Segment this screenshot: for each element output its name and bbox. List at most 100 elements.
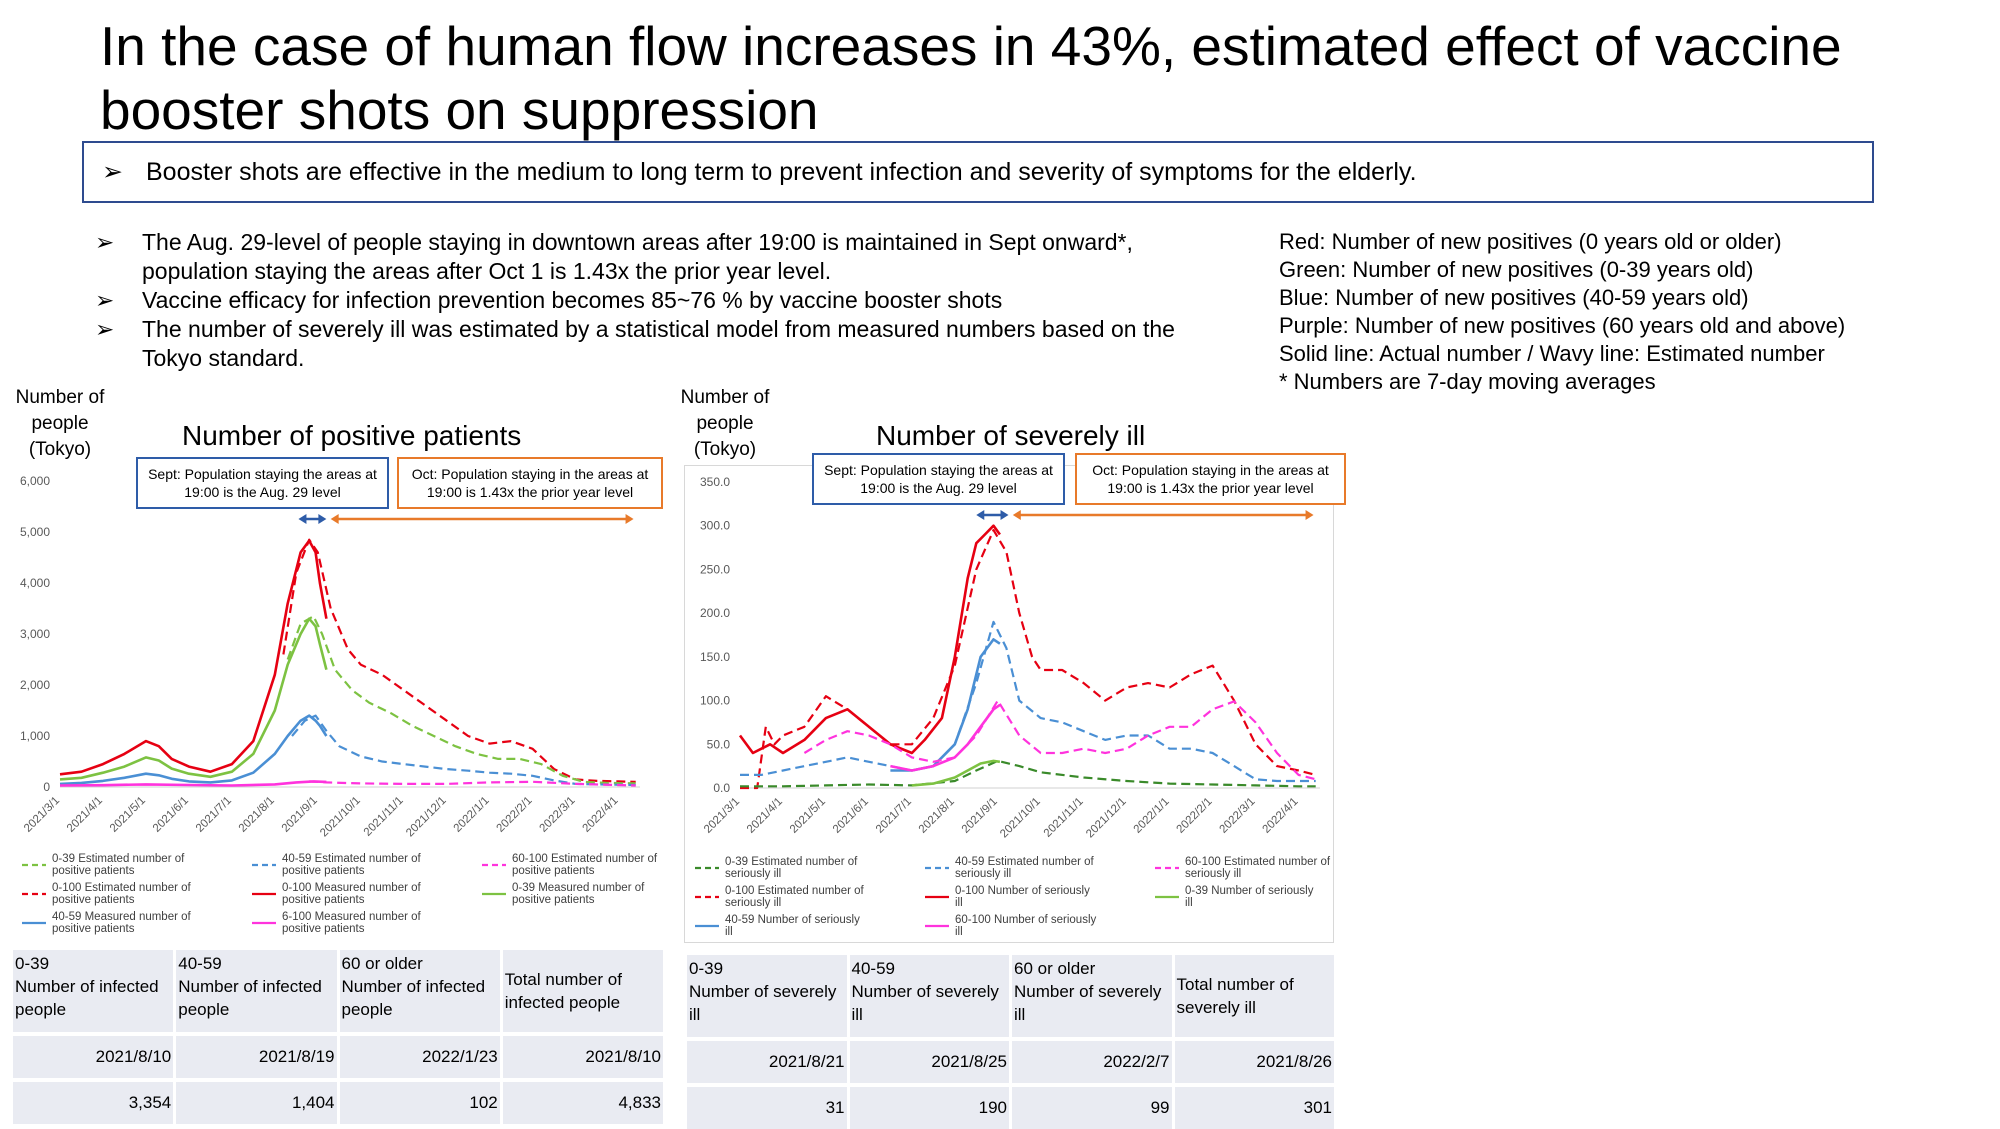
left-chart-title: Number of positive patients <box>182 420 522 451</box>
table-cell-date: 2021/8/26 <box>1174 1041 1334 1083</box>
y-tick-label: 0 <box>43 780 50 794</box>
x-tick-label: 2022/4/1 <box>581 795 621 835</box>
right-y-axis-label: Number of people (Tokyo) <box>680 387 770 460</box>
y-tick-label: 350.0 <box>700 475 730 489</box>
legend-label: 0-100 Estimated number of positive patien… <box>52 882 192 906</box>
x-tick-label: 2021/11/1 <box>1042 796 1086 840</box>
y-tick-label: 250.0 <box>700 562 730 576</box>
table-cell-value: 301 <box>1174 1087 1334 1129</box>
y-tick-label: 300.0 <box>700 519 730 533</box>
series-line <box>291 714 636 787</box>
arrow-head-icon <box>1012 510 1021 520</box>
series-line <box>59 617 328 781</box>
y-tick-label: 1,000 <box>20 729 50 743</box>
x-tick-label: 2021/9/1 <box>280 795 320 835</box>
table-cell-value: 3,354 <box>13 1082 174 1124</box>
right-chart-panel: 0.0 50.0 100.0 150.0 200.0 250.0 300.0 350.0 202… <box>684 465 1334 943</box>
series-line <box>740 759 1316 788</box>
y-tick-label: 5,000 <box>20 525 50 539</box>
x-tick-label: 2022/3/1 <box>538 795 578 835</box>
x-tick-label: 2021/12/1 <box>1084 796 1129 841</box>
series-line <box>740 529 1316 790</box>
legend-label: 6-100 Measured number of positive patient… <box>282 911 422 935</box>
right-chart-title: Number of severely ill <box>876 420 1146 451</box>
x-tick-label: 2021/5/1 <box>788 796 828 836</box>
series-line <box>911 759 1001 787</box>
table-header: 60 or older Number of severely ill <box>1012 955 1172 1037</box>
legend-label: 0-100 Estimated number of seriously ill <box>725 885 865 909</box>
legend-label: 40-59 Estimated number of seriously ill <box>955 856 1095 880</box>
severely-ill-chart: 0.0 50.0 100.0 150.0 200.0 250.0 300.0 350.0 202… <box>695 475 1331 938</box>
legend-label: 0-39 Estimated number of positive patient… <box>52 853 185 877</box>
x-tick-label: 2021/6/1 <box>151 795 191 835</box>
x-tick-label: 2021/6/1 <box>831 796 871 836</box>
y-tick-label: 3,000 <box>20 627 50 641</box>
arrow-head-icon <box>298 514 307 524</box>
table-cell-value: 190 <box>849 1087 1009 1129</box>
right-callout-oct: Oct: Population staying in the areas at … <box>1075 453 1346 505</box>
color-legend-text: Red: Number of new positives (0 years ol… <box>1279 228 1919 396</box>
left-y-axis-label: Number of people (Tokyo) <box>15 387 105 460</box>
table-cell-date: 2022/2/7 <box>1012 1041 1172 1083</box>
arrow-bullet-icon: ➢ <box>95 229 115 255</box>
series-line <box>803 699 1316 781</box>
legend-label: 0-100 Measured number of positive patient… <box>282 882 422 906</box>
legend-label: 40-59 Measured number of positive patient… <box>52 911 192 935</box>
legend-label: 60-100 Estimated number of seriously ill <box>1185 856 1331 880</box>
arrow-head-icon <box>1305 510 1314 520</box>
y-tick-label: 100.0 <box>700 694 730 708</box>
assumption-item: ➢ The Aug. 29-level of people staying in … <box>95 229 1133 284</box>
series-line <box>59 539 328 776</box>
arrow-head-icon <box>976 510 985 520</box>
x-tick-label: 2021/11/1 <box>362 795 406 839</box>
x-tick-label: 2021/4/1 <box>745 796 785 836</box>
legend-label: 0-39 Estimated number of seriously ill <box>725 856 858 880</box>
left-callout-oct: Oct: Population staying in the areas at … <box>397 457 663 509</box>
legend-line: * Numbers are 7-day moving averages <box>1279 369 1656 394</box>
table-header: 40-59 Number of infected people <box>176 950 337 1032</box>
legend-line: Blue: Number of new positives (40-59 yea… <box>1279 285 1749 310</box>
series-line <box>59 780 327 787</box>
arrow-head-icon <box>330 514 339 524</box>
arrow-bullet-icon: ➢ <box>95 316 115 342</box>
table-cell-value: 102 <box>339 1082 500 1124</box>
legend-label: 40-59 Estimated number of positive patien… <box>282 853 422 877</box>
legend-line: Green: Number of new positives (0-39 yea… <box>1279 257 1754 282</box>
series-line <box>890 703 1001 772</box>
table-cell-date: 2022/1/23 <box>339 1036 500 1078</box>
arrow-head-icon <box>318 514 327 524</box>
x-tick-label: 2021/12/1 <box>404 795 449 840</box>
y-tick-label: 2,000 <box>20 678 50 692</box>
x-tick-label: 2021/8/1 <box>237 795 277 835</box>
x-tick-label: 2021/10/1 <box>318 795 363 840</box>
x-tick-label: 2021/4/1 <box>65 795 105 835</box>
x-tick-label: 2021/10/1 <box>998 796 1043 841</box>
page-title: In the case of human flow increases in 4… <box>100 15 1842 141</box>
x-tick-label: 2022/4/1 <box>1261 796 1301 836</box>
x-tick-label: 2022/3/1 <box>1218 796 1258 836</box>
table-cell-value: 1,404 <box>176 1082 337 1124</box>
series-line <box>740 620 1316 783</box>
x-tick-label: 2022/1/1 <box>452 795 492 835</box>
series-line <box>286 615 636 785</box>
y-tick-label: 150.0 <box>700 650 730 664</box>
y-tick-label: 6,000 <box>20 474 50 488</box>
assumption-list: ➢ The Aug. 29-level of people staying in … <box>95 228 1235 373</box>
summary-text: Booster shots are effective in the mediu… <box>146 157 1417 186</box>
left-peak-table: 0-39 Number of infected people 40-59 Num… <box>10 950 666 1124</box>
legend-label: 60-100 Number of seriously ill <box>955 914 1097 938</box>
y-tick-label: 4,000 <box>20 576 50 590</box>
table-header: Total number of infected people <box>502 950 663 1032</box>
right-callout-sept: Sept: Population staying the areas at 19… <box>812 453 1065 505</box>
y-tick-label: 0.0 <box>713 781 730 795</box>
assumption-item: ➢ Vaccine efficacy for infection preventi… <box>95 287 1003 313</box>
legend-label: 60-100 Estimated number of positive patie… <box>512 853 658 877</box>
y-tick-label: 50.0 <box>707 737 731 751</box>
table-cell-date: 2021/8/10 <box>502 1036 663 1078</box>
table-header: 40-59 Number of severely ill <box>849 955 1009 1037</box>
legend-line: Purple: Number of new positives (60 year… <box>1279 313 1846 338</box>
x-tick-label: 2022/1/1 <box>1132 796 1172 836</box>
x-tick-label: 2021/3/1 <box>702 796 742 836</box>
legend-label: 0-39 Number of seriously ill <box>1185 885 1314 909</box>
